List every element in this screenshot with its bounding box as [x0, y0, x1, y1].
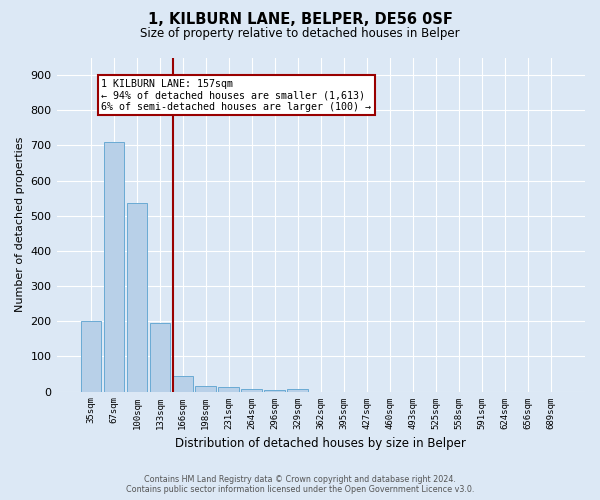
Text: Size of property relative to detached houses in Belper: Size of property relative to detached ho…	[140, 28, 460, 40]
Y-axis label: Number of detached properties: Number of detached properties	[15, 137, 25, 312]
Bar	[218, 388, 239, 392]
Bar	[149, 323, 170, 392]
Bar	[196, 386, 216, 392]
Bar	[80, 321, 101, 392]
Bar	[173, 376, 193, 392]
X-axis label: Distribution of detached houses by size in Belper: Distribution of detached houses by size …	[175, 437, 466, 450]
Text: 1, KILBURN LANE, BELPER, DE56 0SF: 1, KILBURN LANE, BELPER, DE56 0SF	[148, 12, 452, 28]
Bar	[127, 204, 147, 392]
Bar	[241, 388, 262, 392]
Bar	[104, 142, 124, 392]
Bar	[287, 388, 308, 392]
Text: 1 KILBURN LANE: 157sqm
← 94% of detached houses are smaller (1,613)
6% of semi-d: 1 KILBURN LANE: 157sqm ← 94% of detached…	[101, 78, 371, 112]
Text: Contains HM Land Registry data © Crown copyright and database right 2024.
Contai: Contains HM Land Registry data © Crown c…	[126, 474, 474, 494]
Bar	[265, 390, 285, 392]
